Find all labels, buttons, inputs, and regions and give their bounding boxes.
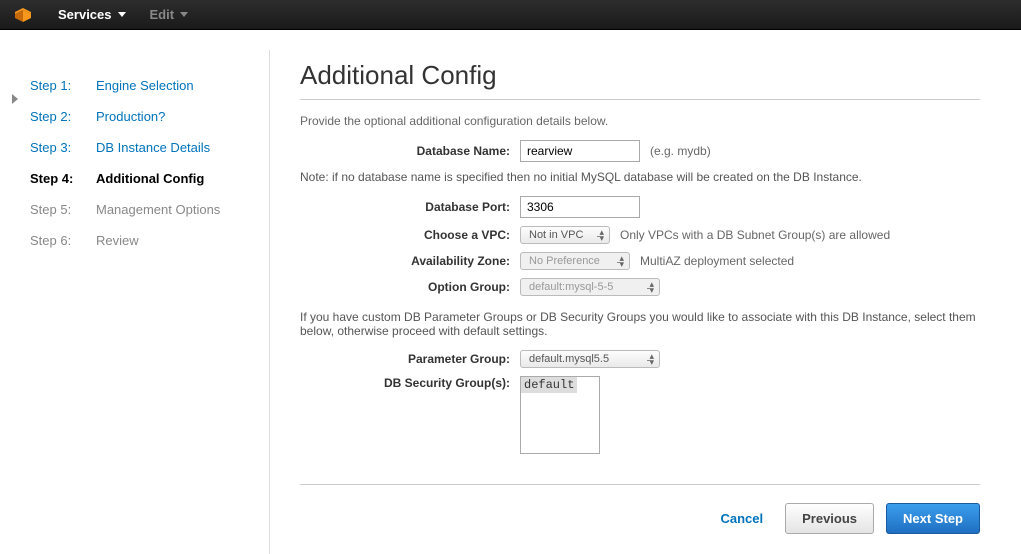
wizard-step: Step 5: Management Options [30, 194, 259, 225]
topbar: Services Edit [0, 0, 1021, 30]
edit-label: Edit [150, 7, 175, 22]
step-number: Step 4: [30, 171, 86, 186]
label-option-group: Option Group: [300, 280, 510, 294]
select-vpc-value: Not in VPC [529, 229, 583, 241]
chevron-down-icon [180, 12, 188, 17]
label-database-port: Database Port: [300, 200, 510, 214]
cancel-button[interactable]: Cancel [710, 505, 773, 532]
row-vpc: Choose a VPC: Not in VPC ▴▾ Only VPCs wi… [300, 226, 980, 244]
select-az: No Preference ▴▾ [520, 252, 630, 270]
aws-logo-icon[interactable] [12, 4, 34, 26]
step-label: Review [96, 233, 139, 248]
page-title: Additional Config [300, 60, 980, 91]
edit-menu[interactable]: Edit [150, 7, 189, 22]
label-az: Availability Zone: [300, 254, 510, 268]
content-container: Step 1: Engine Selection Step 2: Production… [0, 30, 1021, 554]
step-label: DB Instance Details [96, 140, 210, 155]
step-number: Step 1: [30, 78, 86, 93]
caret-right-icon [12, 94, 18, 104]
label-vpc: Choose a VPC: [300, 228, 510, 242]
listbox-sec-group-option[interactable]: default [521, 377, 577, 393]
input-database-name[interactable] [520, 140, 640, 162]
listbox-sec-group[interactable]: default [520, 376, 600, 454]
step-label: Additional Config [96, 171, 204, 186]
label-sec-group: DB Security Group(s): [300, 376, 510, 390]
hint-vpc: Only VPCs with a DB Subnet Group(s) are … [620, 228, 890, 242]
select-param-group[interactable]: default.mysql5.5 ▴▾ [520, 350, 660, 368]
label-database-name: Database Name: [300, 144, 510, 158]
row-option-group: Option Group: default:mysql-5-5 ▴▾ [300, 278, 980, 296]
main-panel: Additional Config Provide the optional a… [270, 50, 1010, 554]
services-label: Services [58, 7, 112, 22]
row-database-name: Database Name: (e.g. mydb) [300, 140, 980, 162]
row-sec-group: DB Security Group(s): default [300, 376, 980, 454]
row-az: Availability Zone: No Preference ▴▾ Mult… [300, 252, 980, 270]
wizard-step: Step 4: Additional Config [30, 163, 259, 194]
wizard-sidebar: Step 1: Engine Selection Step 2: Production… [10, 50, 270, 554]
select-vpc[interactable]: Not in VPC ▴▾ [520, 226, 610, 244]
row-param-group: Parameter Group: default.mysql5.5 ▴▾ [300, 350, 980, 368]
select-param-group-value: default.mysql5.5 [529, 353, 609, 365]
step-number: Step 5: [30, 202, 86, 217]
hint-database-name: (e.g. mydb) [650, 144, 711, 158]
hint-az: MultiAZ deployment selected [640, 254, 794, 268]
previous-button[interactable]: Previous [785, 503, 874, 534]
note-no-db-name: Note: if no database name is specified t… [300, 170, 980, 184]
wizard-steps: Step 1: Engine Selection Step 2: Production… [30, 70, 259, 256]
next-step-button[interactable]: Next Step [886, 503, 980, 534]
select-option-group-value: default:mysql-5-5 [529, 281, 613, 293]
intro-text: Provide the optional additional configur… [300, 114, 980, 128]
note-param-sec-groups: If you have custom DB Parameter Groups o… [300, 310, 980, 338]
step-number: Step 6: [30, 233, 86, 248]
step-label: Production? [96, 109, 165, 124]
step-label: Management Options [96, 202, 220, 217]
wizard-step[interactable]: Step 1: Engine Selection [30, 70, 259, 101]
row-database-port: Database Port: [300, 196, 980, 218]
step-number: Step 2: [30, 109, 86, 124]
services-menu[interactable]: Services [58, 7, 126, 22]
select-option-group: default:mysql-5-5 ▴▾ [520, 278, 660, 296]
divider [300, 99, 980, 100]
label-param-group: Parameter Group: [300, 352, 510, 366]
chevron-down-icon [118, 12, 126, 17]
step-label: Engine Selection [96, 78, 194, 93]
input-database-port[interactable] [520, 196, 640, 218]
wizard-step[interactable]: Step 2: Production? [30, 101, 259, 132]
wizard-step: Step 6: Review [30, 225, 259, 256]
select-az-value: No Preference [529, 255, 600, 267]
wizard-step[interactable]: Step 3: DB Instance Details [30, 132, 259, 163]
step-number: Step 3: [30, 140, 86, 155]
wizard-footer: Cancel Previous Next Step [300, 484, 980, 534]
